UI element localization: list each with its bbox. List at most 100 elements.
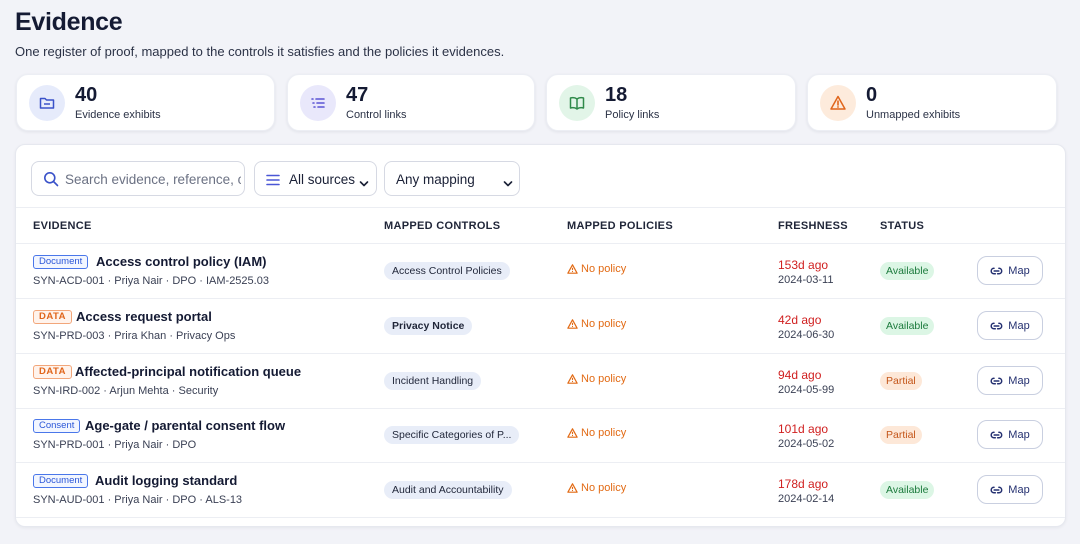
map-button[interactable]: Map — [977, 366, 1043, 395]
column-header-policies[interactable]: MAPPED POLICIES — [567, 220, 673, 232]
control-pill[interactable]: Incident Handling — [384, 372, 482, 390]
page-subtitle: One register of proof, mapped to the con… — [15, 44, 505, 59]
freshness-date: 2024-06-30 — [778, 329, 835, 341]
type-tag: DATA — [33, 310, 72, 324]
map-button-label: Map — [1008, 428, 1030, 441]
stat-label: Control links — [346, 109, 407, 121]
map-button[interactable]: Map — [977, 311, 1043, 340]
link-icon — [990, 430, 1003, 439]
evidence-name[interactable]: Audit logging standard — [95, 473, 238, 488]
policy-text: No policy — [581, 482, 627, 494]
evidence-meta: SYN-AUD-001 · Priya Nair · DPO · ALS-13 — [33, 494, 243, 506]
search-placeholder: Search evidence, reference, owner... — [65, 172, 241, 187]
map-button[interactable]: Map — [977, 256, 1043, 285]
table-row[interactable]: Consent Age-gate / parental consent flow… — [16, 408, 1065, 463]
stat-label: Policy links — [605, 109, 660, 121]
type-tag: Document — [33, 474, 89, 488]
filter-lines-icon — [266, 173, 280, 191]
warning-icon — [820, 85, 856, 121]
source-filter-value: All sources — [289, 172, 356, 187]
table-row[interactable]: Document Access control policy (IAM) SYN… — [16, 244, 1065, 299]
stat-card-unmapped-exhibits: 0 Unmapped exhibits — [807, 74, 1057, 131]
freshness-date: 2024-05-02 — [778, 438, 835, 450]
table-row[interactable]: DATA Affected-principal notification que… — [16, 354, 1065, 409]
link-icon — [990, 376, 1003, 385]
control-pill[interactable]: Audit and Accountability — [384, 481, 512, 499]
stat-card-policy-links: 18 Policy links — [546, 74, 796, 131]
policy-text: No policy — [581, 318, 627, 330]
warning-icon — [567, 428, 578, 438]
evidence-name[interactable]: Access request portal — [76, 309, 212, 324]
chevron-down-icon — [359, 175, 369, 193]
no-policy-indicator: No policy — [567, 482, 626, 494]
map-button[interactable]: Map — [977, 475, 1043, 504]
column-header-status[interactable]: STATUS — [880, 220, 925, 232]
control-pill[interactable]: Privacy Notice — [384, 317, 473, 335]
stat-value: 47 — [346, 84, 369, 106]
no-policy-indicator: No policy — [567, 318, 626, 330]
status-badge: Available — [880, 317, 935, 335]
policy-text: No policy — [581, 373, 627, 385]
freshness-ago: 42d ago — [778, 313, 822, 327]
column-header-freshness[interactable]: FRESHNESS — [778, 220, 848, 232]
policy-text: No policy — [581, 263, 627, 275]
evidence-name[interactable]: Access control policy (IAM) — [96, 254, 267, 269]
stat-label: Evidence exhibits — [75, 109, 161, 121]
table-header: EVIDENCE MAPPED CONTROLS MAPPED POLICIES… — [16, 207, 1065, 244]
control-pill[interactable]: Access Control Policies — [384, 262, 510, 280]
table-row[interactable]: Document Audit logging standard SYN-AUD-… — [16, 463, 1065, 518]
status-badge: Partial — [880, 426, 922, 444]
evidence-meta: SYN-ACD-001 · Priya Nair · DPO · IAM-252… — [33, 275, 269, 287]
status-badge: Available — [880, 262, 935, 280]
policy-text: No policy — [581, 427, 627, 439]
warning-icon — [567, 483, 578, 493]
freshness-date: 2024-03-11 — [778, 274, 834, 286]
status-badge: Partial — [880, 372, 922, 390]
freshness-date: 2024-05-99 — [778, 384, 835, 396]
source-filter-select[interactable]: All sources — [254, 161, 377, 196]
column-header-evidence[interactable]: EVIDENCE — [33, 220, 92, 232]
table-row[interactable]: DATA Access request portal SYN-PRD-003 ·… — [16, 299, 1065, 354]
map-button-label: Map — [1008, 483, 1030, 496]
stat-value: 18 — [605, 84, 628, 106]
type-tag: Consent — [33, 419, 81, 433]
folder-icon — [29, 85, 65, 121]
book-icon — [559, 85, 595, 121]
stat-value: 0 — [866, 84, 878, 106]
freshness-ago: 153d ago — [778, 258, 829, 272]
map-button[interactable]: Map — [977, 420, 1043, 449]
warning-icon — [567, 319, 578, 329]
type-tag: Document — [33, 255, 89, 269]
control-pill[interactable]: Specific Categories of P... — [384, 426, 520, 444]
no-policy-indicator: No policy — [567, 263, 626, 275]
link-icon — [990, 485, 1003, 494]
freshness-date: 2024-02-14 — [778, 493, 835, 505]
list-icon — [300, 85, 336, 121]
map-button-label: Map — [1008, 319, 1030, 332]
evidence-meta: SYN-PRD-003 · Prira Khan · Privacy Ops — [33, 330, 236, 342]
map-button-label: Map — [1008, 374, 1030, 387]
map-button-label: Map — [1008, 264, 1030, 277]
stat-card-evidence-exhibits: 40 Evidence exhibits — [16, 74, 275, 131]
page-title: Evidence — [15, 8, 123, 36]
search-input[interactable]: Search evidence, reference, owner... — [31, 161, 245, 196]
mapping-filter-select[interactable]: Any mapping — [384, 161, 520, 196]
no-policy-indicator: No policy — [567, 427, 626, 439]
warning-icon — [567, 374, 578, 384]
mapping-filter-value: Any mapping — [396, 172, 475, 187]
freshness-ago: 94d ago — [778, 368, 822, 382]
evidence-name[interactable]: Affected-principal notification queue — [75, 364, 302, 379]
stat-value: 40 — [75, 84, 98, 106]
chevron-down-icon — [503, 175, 513, 193]
freshness-ago: 178d ago — [778, 477, 829, 491]
freshness-ago: 101d ago — [778, 422, 829, 436]
evidence-meta: SYN-IRD-002 · Arjun Mehta · Security — [33, 385, 219, 397]
type-tag: DATA — [33, 365, 72, 379]
search-icon — [43, 171, 59, 192]
column-header-controls[interactable]: MAPPED CONTROLS — [384, 220, 501, 232]
evidence-table-panel: Search evidence, reference, owner... All… — [15, 144, 1066, 527]
evidence-meta: SYN-PRD-001 · Priya Nair · DPO — [33, 439, 197, 451]
stat-label: Unmapped exhibits — [866, 109, 961, 121]
no-policy-indicator: No policy — [567, 373, 626, 385]
evidence-name[interactable]: Age-gate / parental consent flow — [85, 418, 286, 433]
